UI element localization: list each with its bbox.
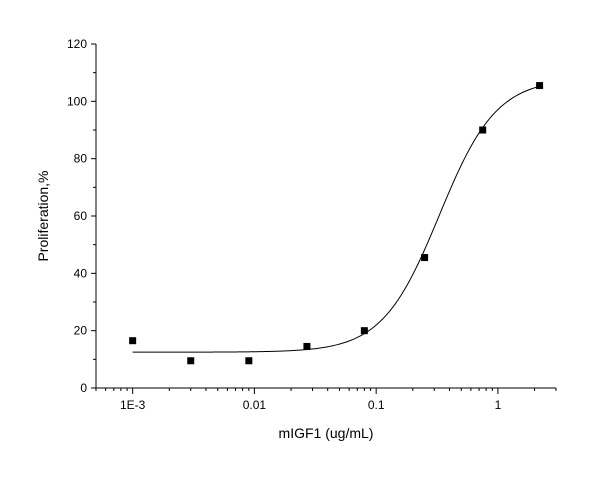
data-point xyxy=(360,327,368,335)
y-tick-label: 120 xyxy=(67,37,87,51)
x-tick-label: 1 xyxy=(495,398,502,412)
y-axis-ticks: 0 20 40 60 80 100 120 xyxy=(67,37,96,395)
y-tick-label: 20 xyxy=(74,324,88,338)
data-point xyxy=(303,342,311,350)
y-tick-label: 100 xyxy=(67,94,87,108)
y-tick-label: 60 xyxy=(74,209,88,223)
data-point xyxy=(187,357,195,365)
data-point xyxy=(245,357,253,365)
data-point xyxy=(536,82,544,90)
data-point xyxy=(421,254,429,262)
y-tick-label: 0 xyxy=(80,381,87,395)
data-points xyxy=(129,82,544,365)
fit-curve xyxy=(132,85,540,353)
x-tick-label: 0.1 xyxy=(368,398,385,412)
x-tick-label: 1E-3 xyxy=(120,398,146,412)
y-tick-label: 80 xyxy=(74,152,88,166)
fit-curve-group xyxy=(132,85,540,353)
y-axis-title: Proliferation,% xyxy=(35,170,51,261)
y-tick-label: 40 xyxy=(74,266,88,280)
axes xyxy=(95,44,556,389)
x-axis-ticks: 1E-3 0.01 0.1 1 xyxy=(95,388,557,412)
data-point xyxy=(479,126,487,134)
data-point xyxy=(129,337,137,345)
x-tick-label: 0.01 xyxy=(243,398,267,412)
x-axis-title: mIGF1 (ug/mL) xyxy=(279,425,374,441)
